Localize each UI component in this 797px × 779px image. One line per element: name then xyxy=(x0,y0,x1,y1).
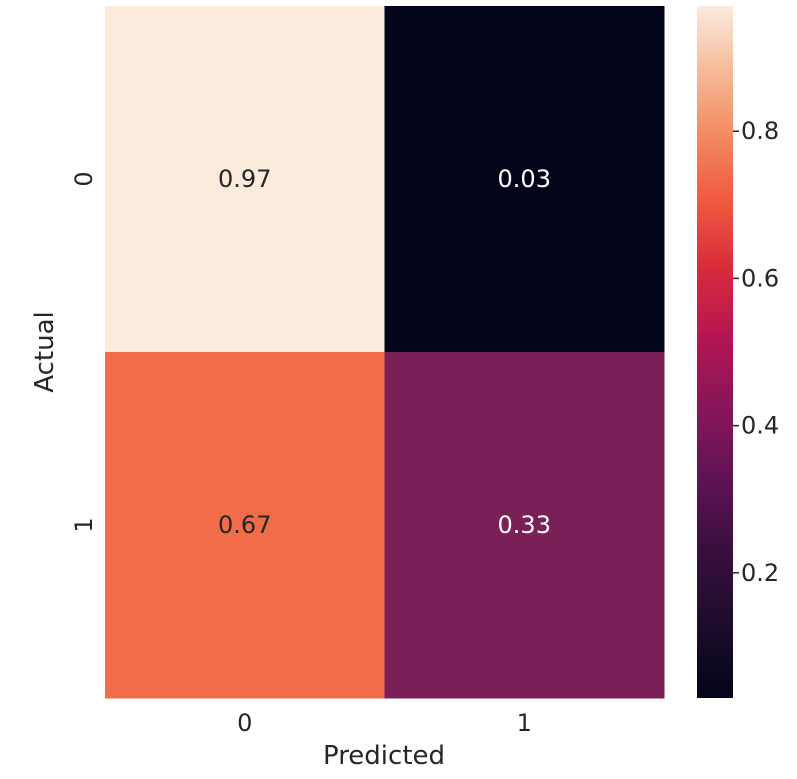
y-tick-label-0: 0 xyxy=(70,171,98,186)
x-axis-label: Predicted xyxy=(323,741,445,771)
colorbar xyxy=(697,6,733,698)
cell-annotation-0-1: 0.03 xyxy=(498,165,551,193)
heatmap-cell-1-1 xyxy=(384,352,665,699)
colorbar-tick-label-0.6: 0.6 xyxy=(741,264,779,292)
heatmap-cell-0-0 xyxy=(105,6,385,353)
heatmap-cell-0-1 xyxy=(384,6,665,353)
colorbar-tick-label-0.8: 0.8 xyxy=(741,117,779,145)
cell-annotation-1-1: 0.33 xyxy=(498,511,551,539)
y-axis-label: Actual xyxy=(30,311,60,392)
colorbar-tick-label-0.4: 0.4 xyxy=(741,412,779,440)
cell-annotation-1-0: 0.67 xyxy=(218,511,271,539)
x-tick-label-1: 1 xyxy=(517,709,532,737)
cell-annotation-0-0: 0.97 xyxy=(218,165,271,193)
x-tick-label-0: 0 xyxy=(237,709,252,737)
colorbar-tick-label-0.2: 0.2 xyxy=(741,559,779,587)
y-tick-label-1: 1 xyxy=(70,517,98,532)
heatmap-cell-1-0 xyxy=(105,352,385,699)
